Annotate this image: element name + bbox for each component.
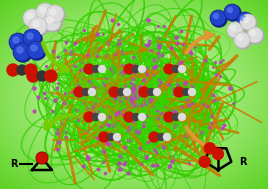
Circle shape [225,5,241,21]
Circle shape [241,15,257,31]
Circle shape [237,12,253,28]
Circle shape [29,17,47,35]
Circle shape [7,64,19,76]
Circle shape [28,42,46,60]
Circle shape [234,32,250,48]
Circle shape [24,10,42,28]
Circle shape [230,26,236,30]
Circle shape [27,13,33,19]
Circle shape [248,28,264,44]
Circle shape [45,70,57,82]
Circle shape [174,87,184,97]
Circle shape [109,87,119,97]
Circle shape [154,88,161,95]
Circle shape [178,114,185,121]
Circle shape [47,17,53,23]
Circle shape [23,9,41,27]
Circle shape [27,41,45,59]
Circle shape [50,9,56,15]
Circle shape [84,64,94,74]
Circle shape [74,87,84,97]
Circle shape [210,10,226,26]
Circle shape [27,70,39,82]
Circle shape [46,5,64,23]
Circle shape [124,64,134,74]
Circle shape [47,6,65,24]
Circle shape [33,21,39,27]
Circle shape [211,11,227,27]
Circle shape [107,133,114,140]
Circle shape [139,114,146,121]
Circle shape [199,156,210,167]
Circle shape [240,15,245,20]
Circle shape [164,112,174,122]
Circle shape [37,4,55,22]
Circle shape [24,30,42,48]
Circle shape [43,13,61,31]
Circle shape [149,132,159,142]
Circle shape [214,13,218,19]
Circle shape [99,114,106,121]
Circle shape [228,23,244,39]
Circle shape [251,30,255,36]
Circle shape [163,133,170,140]
Circle shape [204,143,215,154]
Circle shape [88,88,95,95]
Circle shape [247,27,263,43]
Circle shape [158,133,165,140]
Circle shape [84,112,94,122]
Circle shape [178,66,185,73]
Circle shape [99,66,106,73]
Circle shape [13,37,19,43]
Circle shape [23,29,41,47]
Circle shape [83,88,90,95]
Circle shape [213,149,224,160]
Circle shape [132,66,140,73]
Circle shape [238,13,254,29]
Circle shape [173,114,180,121]
Circle shape [25,64,37,76]
Circle shape [31,45,37,51]
Circle shape [124,88,131,95]
Circle shape [27,33,33,39]
Circle shape [17,47,23,53]
Circle shape [36,152,48,164]
Circle shape [9,33,27,51]
Text: R: R [239,157,247,167]
Circle shape [17,65,27,75]
Text: R: R [10,159,18,169]
Circle shape [92,66,99,73]
Circle shape [92,114,99,121]
Circle shape [44,14,62,32]
Circle shape [30,18,48,36]
Circle shape [173,66,180,73]
Circle shape [224,4,240,20]
Circle shape [14,44,32,62]
Circle shape [147,88,154,95]
Circle shape [183,88,189,95]
Circle shape [13,43,31,61]
Circle shape [124,112,134,122]
Circle shape [188,88,195,95]
Circle shape [240,14,256,30]
Circle shape [99,132,109,142]
Circle shape [164,64,174,74]
Circle shape [10,34,28,52]
Circle shape [139,87,149,97]
Circle shape [139,66,146,73]
Circle shape [114,133,121,140]
Circle shape [36,3,54,21]
Circle shape [117,88,125,95]
Circle shape [237,36,243,40]
Circle shape [37,71,47,81]
Circle shape [132,114,140,121]
Circle shape [227,22,243,38]
Circle shape [40,7,46,13]
Circle shape [228,8,233,12]
Circle shape [235,33,251,49]
Circle shape [244,18,248,22]
